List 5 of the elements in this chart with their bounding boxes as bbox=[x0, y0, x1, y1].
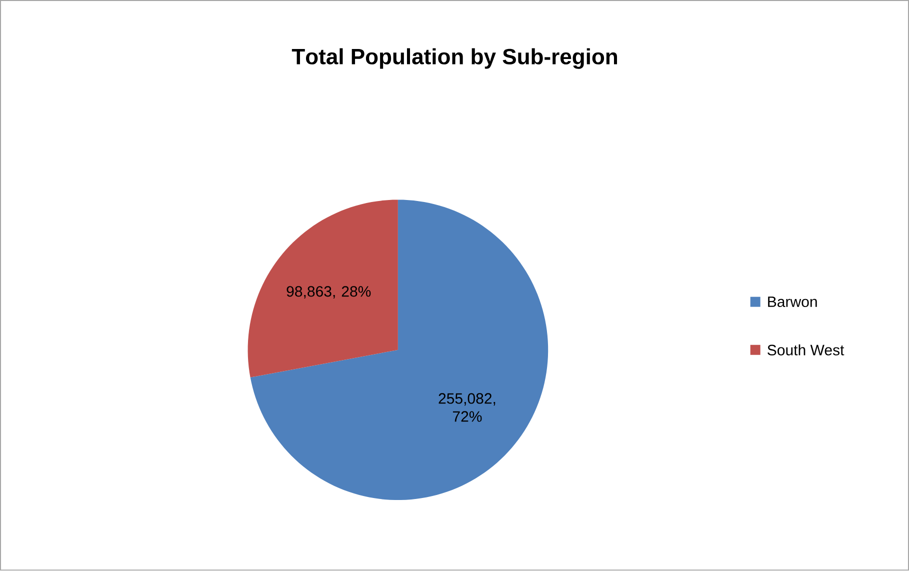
data-label: 98,863, 28% bbox=[286, 286, 371, 299]
chart-title: Total Population by Sub-region bbox=[292, 48, 618, 70]
legend-label: South West bbox=[768, 344, 844, 356]
legend-label: Barwon bbox=[768, 296, 817, 308]
data-label: 255,082, 72% bbox=[438, 393, 496, 422]
